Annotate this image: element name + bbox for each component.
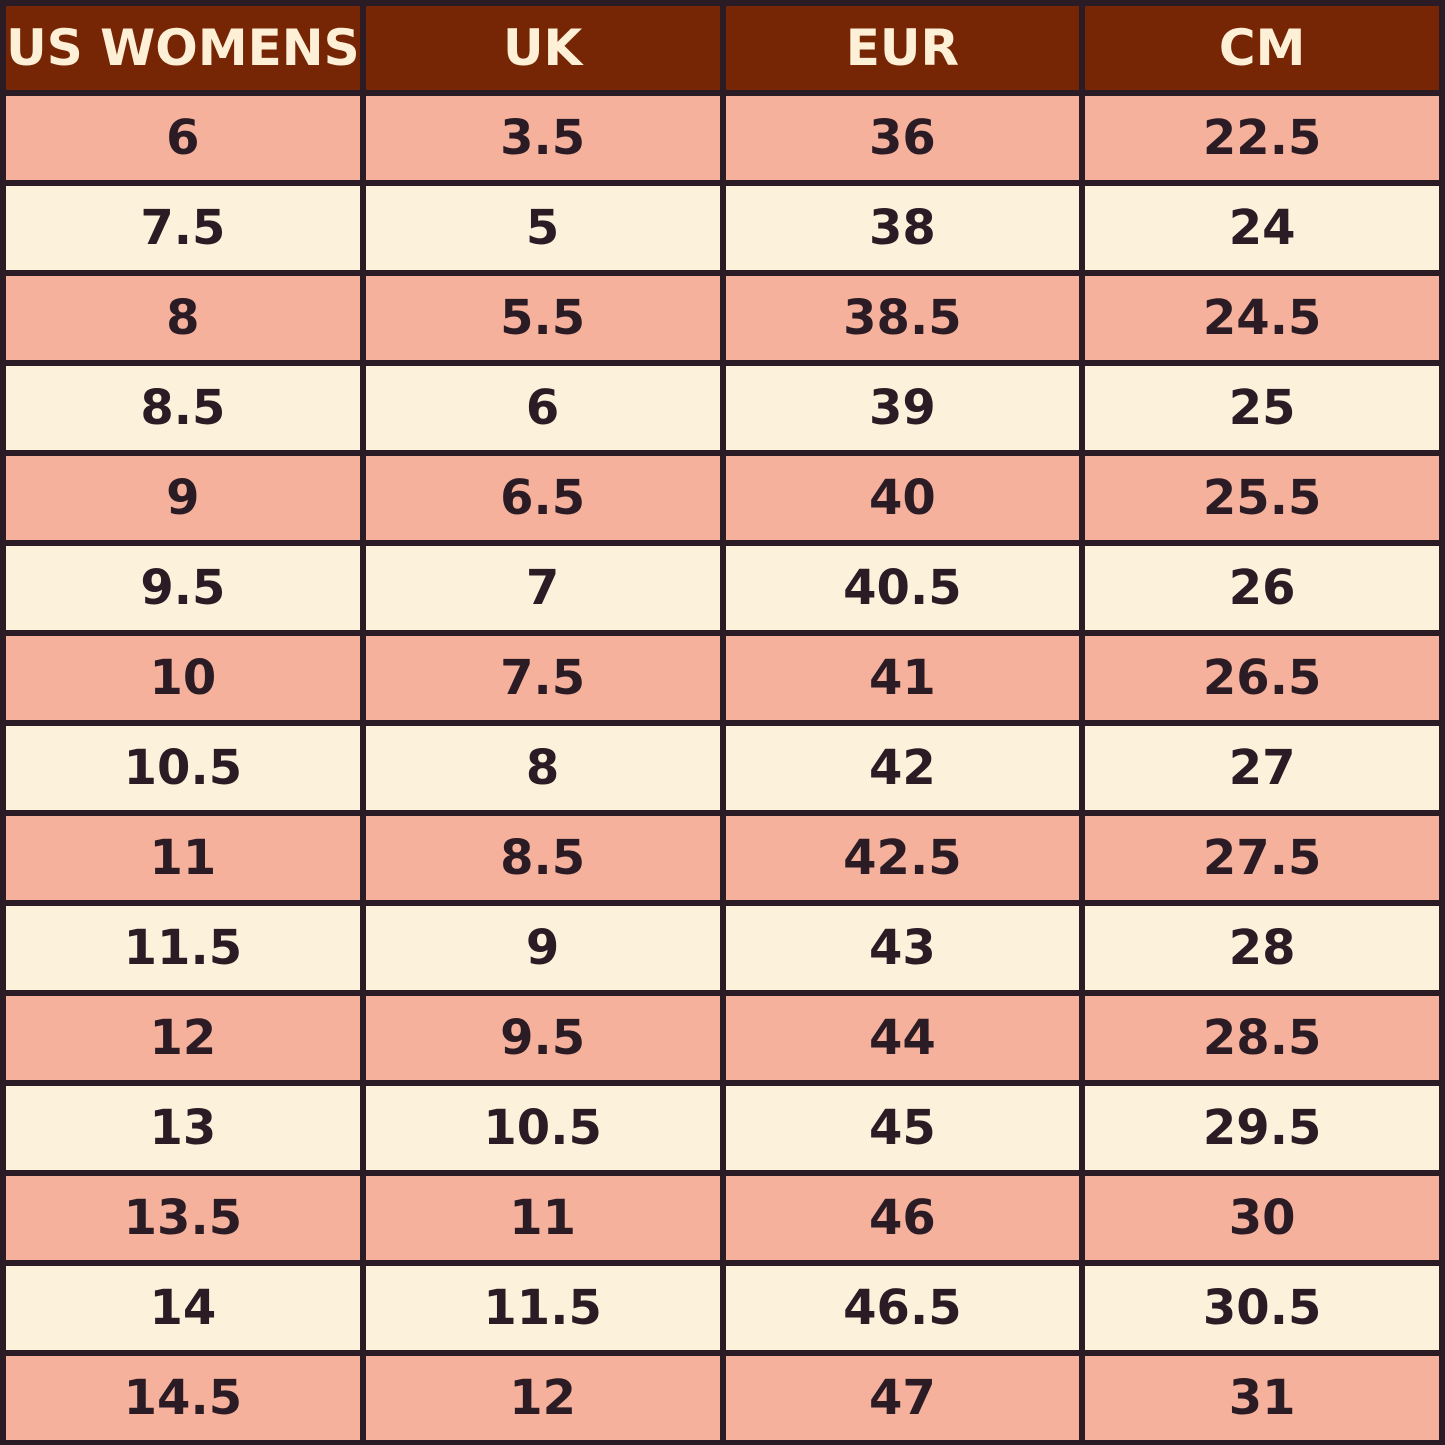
size-cell: 38 (719, 180, 1086, 276)
size-cell: 9 (359, 900, 726, 996)
size-cell: 29.5 (1079, 1080, 1445, 1176)
size-cell: 40.5 (719, 540, 1086, 636)
size-cell: 9.5 (359, 990, 726, 1086)
size-cell: 46.5 (719, 1260, 1086, 1356)
table-row: 12 9.5 44 28.5 (0, 990, 1445, 1086)
size-cell: 8 (359, 720, 726, 816)
size-cell: 26.5 (1079, 630, 1445, 726)
size-cell: 7.5 (359, 630, 726, 726)
size-cell: 41 (719, 630, 1086, 726)
size-cell: 13 (0, 1080, 366, 1176)
size-cell: 8.5 (0, 360, 366, 456)
size-cell: 9.5 (0, 540, 366, 636)
size-cell: 30 (1079, 1170, 1445, 1266)
size-cell: 24.5 (1079, 270, 1445, 366)
size-cell: 45 (719, 1080, 1086, 1176)
size-cell: 39 (719, 360, 1086, 456)
size-cell: 7.5 (0, 180, 366, 276)
table-row: 6 3.5 36 22.5 (0, 90, 1445, 186)
size-cell: 6 (359, 360, 726, 456)
size-cell: 11.5 (0, 900, 366, 996)
size-cell: 26 (1079, 540, 1445, 636)
size-cell: 10.5 (359, 1080, 726, 1176)
size-cell: 47 (719, 1350, 1086, 1445)
size-cell: 42.5 (719, 810, 1086, 906)
size-cell: 5.5 (359, 270, 726, 366)
table-row: 14 11.5 46.5 30.5 (0, 1260, 1445, 1356)
table-row: 8 5.5 38.5 24.5 (0, 270, 1445, 366)
size-cell: 27.5 (1079, 810, 1445, 906)
size-cell: 6 (0, 90, 366, 186)
size-cell: 11.5 (359, 1260, 726, 1356)
size-cell: 43 (719, 900, 1086, 996)
table-row: 11.5 9 43 28 (0, 900, 1445, 996)
size-cell: 27 (1079, 720, 1445, 816)
size-cell: 31 (1079, 1350, 1445, 1445)
size-cell: 14.5 (0, 1350, 366, 1445)
size-cell: 8.5 (359, 810, 726, 906)
size-cell: 6.5 (359, 450, 726, 546)
size-cell: 11 (359, 1170, 726, 1266)
table-row: 11 8.5 42.5 27.5 (0, 810, 1445, 906)
size-cell: 7 (359, 540, 726, 636)
size-cell: 14 (0, 1260, 366, 1356)
size-cell: 36 (719, 90, 1086, 186)
table-row: 8.5 6 39 25 (0, 360, 1445, 456)
table-row: 10 7.5 41 26.5 (0, 630, 1445, 726)
size-cell: 3.5 (359, 90, 726, 186)
size-cell: 8 (0, 270, 366, 366)
size-cell: 38.5 (719, 270, 1086, 366)
size-cell: 44 (719, 990, 1086, 1086)
size-cell: 40 (719, 450, 1086, 546)
column-header-us-womens: US WOMENS (0, 0, 366, 96)
size-cell: 25.5 (1079, 450, 1445, 546)
size-cell: 46 (719, 1170, 1086, 1266)
table-row: 14.5 12 47 31 (0, 1350, 1445, 1445)
size-cell: 5 (359, 180, 726, 276)
table-row: 13 10.5 45 29.5 (0, 1080, 1445, 1176)
size-cell: 28 (1079, 900, 1445, 996)
size-cell: 30.5 (1079, 1260, 1445, 1356)
size-cell: 11 (0, 810, 366, 906)
size-cell: 13.5 (0, 1170, 366, 1266)
size-cell: 28.5 (1079, 990, 1445, 1086)
size-cell: 10 (0, 630, 366, 726)
table-row: 10.5 8 42 27 (0, 720, 1445, 816)
size-cell: 24 (1079, 180, 1445, 276)
table-body: 6 3.5 36 22.5 7.5 5 38 24 8 5.5 38.5 24.5 8.5 6 39 25 9 6… (0, 90, 1445, 1445)
column-header-cm: CM (1079, 0, 1445, 96)
size-cell: 10.5 (0, 720, 366, 816)
size-cell: 25 (1079, 360, 1445, 456)
size-cell: 22.5 (1079, 90, 1445, 186)
column-header-uk: UK (359, 0, 726, 96)
column-header-eur: EUR (719, 0, 1086, 96)
header-row: US WOMENS UK EUR CM (0, 0, 1445, 96)
table-row: 7.5 5 38 24 (0, 180, 1445, 276)
size-cell: 12 (359, 1350, 726, 1445)
table-row: 13.5 11 46 30 (0, 1170, 1445, 1266)
table-row: 9 6.5 40 25.5 (0, 450, 1445, 546)
size-cell: 12 (0, 990, 366, 1086)
size-cell: 42 (719, 720, 1086, 816)
table-row: 9.5 7 40.5 26 (0, 540, 1445, 636)
size-cell: 9 (0, 450, 366, 546)
